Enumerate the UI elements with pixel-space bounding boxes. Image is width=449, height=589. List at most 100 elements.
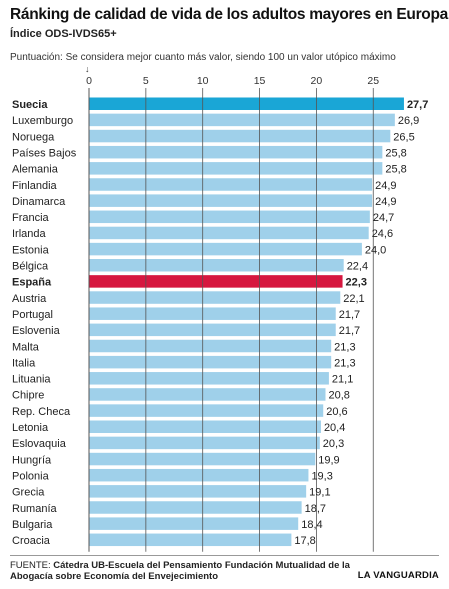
- data-label: 21,3: [334, 357, 355, 369]
- data-label: 24,9: [375, 196, 396, 208]
- bar-chart: 0 5 10 15 20 25 Suecia 27,7 Luxemburgo 26,9 Norueg…: [12, 75, 428, 552]
- source-text: Cátedra UB-Escuela del Pensamiento Funda…: [10, 560, 350, 582]
- bar: [89, 307, 336, 320]
- data-label: 22,1: [343, 293, 364, 305]
- bar: [89, 210, 370, 224]
- bar: [89, 339, 332, 353]
- down-arrow-icon: ↓: [85, 64, 90, 74]
- data-label: 21,1: [332, 374, 353, 386]
- bar: [89, 323, 336, 337]
- data-label: 25,8: [385, 164, 406, 176]
- data-label: 24,7: [373, 212, 394, 224]
- category-label: Chipre: [12, 390, 44, 402]
- bar: [89, 178, 373, 191]
- footer-divider: [10, 555, 439, 556]
- category-label: Rep. Checa: [12, 406, 71, 418]
- x-tick-label: 25: [367, 75, 379, 87]
- bar: [89, 420, 321, 433]
- x-tick-label: 10: [197, 75, 209, 87]
- bar: [89, 355, 332, 369]
- category-label: Croacia: [12, 535, 51, 547]
- category-label: Malta: [12, 341, 40, 353]
- category-label: Italia: [12, 357, 36, 369]
- bar: [89, 194, 373, 207]
- category-label: Bulgaria: [12, 519, 53, 531]
- bar: [89, 517, 299, 530]
- bar: [89, 372, 329, 385]
- source-label: FUENTE:: [10, 560, 51, 571]
- data-label: 17,8: [294, 535, 315, 547]
- data-label: 19,9: [318, 454, 339, 466]
- bar: [89, 452, 316, 466]
- category-label: Austria: [12, 293, 47, 305]
- category-label: Grecia: [12, 487, 45, 499]
- data-label: 18,7: [305, 503, 326, 515]
- bar: [89, 129, 391, 143]
- x-tick-label: 0: [86, 75, 92, 87]
- category-label: Dinamarca: [12, 196, 66, 208]
- category-label: Eslovaquia: [12, 438, 67, 450]
- bar: [89, 259, 344, 272]
- unit-note: Puntuación: Se considera mejor cuanto má…: [10, 52, 396, 63]
- data-label: 20,3: [323, 438, 344, 450]
- bar: [89, 291, 341, 304]
- bar: [89, 501, 302, 514]
- chart-title: Ránking de calidad de vida de los adulto…: [10, 6, 448, 23]
- data-label: 20,6: [326, 406, 347, 418]
- data-label: 24,6: [372, 228, 393, 240]
- data-label: 21,7: [339, 325, 360, 337]
- bar: [89, 162, 383, 175]
- category-label: Eslovenia: [12, 325, 61, 337]
- bar: [89, 485, 307, 498]
- category-label: Finlandia: [12, 180, 58, 192]
- bar: [89, 145, 383, 159]
- category-label: Francia: [12, 212, 50, 224]
- x-tick-label: 5: [143, 75, 149, 87]
- data-label: 20,4: [324, 422, 345, 434]
- bar: [89, 436, 320, 450]
- data-label: 22,4: [347, 261, 368, 273]
- bar: [89, 242, 362, 256]
- bar: [89, 404, 324, 417]
- category-label: Lituania: [12, 374, 51, 386]
- brand-logo: LA VANGUARDIA: [357, 570, 439, 581]
- data-label: 27,7: [407, 99, 428, 111]
- category-label: Estonia: [12, 244, 50, 256]
- category-label: Bélgica: [12, 261, 49, 273]
- bar: [89, 533, 292, 547]
- category-label: Luxemburgo: [12, 115, 73, 127]
- bar: [89, 388, 326, 401]
- data-label: 24,0: [365, 244, 386, 256]
- bar: [89, 275, 343, 288]
- data-label: 20,8: [328, 390, 349, 402]
- data-label: 18,4: [301, 519, 322, 531]
- bar: [89, 113, 395, 127]
- x-tick-label: 20: [311, 75, 323, 87]
- category-label: Rumanía: [12, 503, 58, 515]
- bar: [89, 468, 309, 482]
- data-label: 24,9: [375, 180, 396, 192]
- source-note: FUENTE: Cátedra UB-Escuela del Pensamien…: [10, 560, 370, 582]
- data-label: 19,1: [309, 487, 330, 499]
- bar: [89, 97, 404, 110]
- data-label: 19,3: [311, 470, 332, 482]
- x-tick-label: 15: [254, 75, 266, 87]
- category-label: Países Bajos: [12, 147, 77, 159]
- category-label: Alemania: [12, 164, 59, 176]
- data-label: 26,5: [393, 131, 414, 143]
- data-label: 22,3: [346, 277, 367, 289]
- data-label: 21,3: [334, 341, 355, 353]
- data-label: 26,9: [398, 115, 419, 127]
- category-label: Irlanda: [12, 228, 47, 240]
- bar: [89, 226, 369, 240]
- category-label: Noruega: [12, 131, 55, 143]
- category-label: Portugal: [12, 309, 53, 321]
- category-label: España: [12, 277, 52, 289]
- category-label: Polonia: [12, 470, 50, 482]
- data-label: 21,7: [339, 309, 360, 321]
- category-label: Hungría: [12, 454, 52, 466]
- chart-subtitle: Índice ODS-IVDS65+: [10, 28, 117, 40]
- category-label: Letonia: [12, 422, 49, 434]
- data-label: 25,8: [385, 147, 406, 159]
- category-label: Suecia: [12, 99, 48, 111]
